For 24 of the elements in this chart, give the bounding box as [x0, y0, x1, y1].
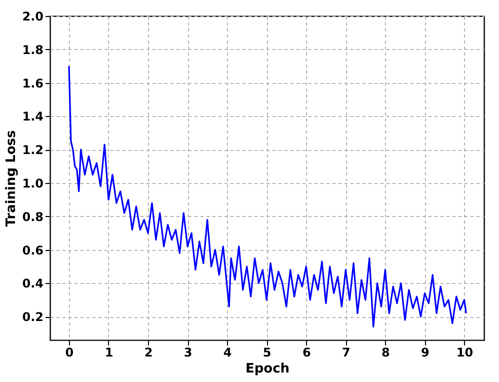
- x-tick-label: 2: [144, 346, 153, 360]
- line-series: [68, 65, 468, 328]
- x-axis-title: Epoch: [245, 362, 290, 376]
- y-tick-label: 0.8: [22, 210, 44, 224]
- x-tick-label: 4: [223, 346, 232, 360]
- y-tick-label: 1.0: [22, 176, 44, 191]
- x-tick-label: 7: [342, 346, 350, 360]
- x-tick-label: 1: [104, 346, 114, 360]
- x-tick-label: 8: [382, 346, 390, 360]
- x-tick-label: 3: [184, 346, 192, 360]
- y-tick-label: 0.4: [22, 276, 44, 291]
- y-tick-label: 0.6: [22, 243, 44, 258]
- y-tick-label: 1.2: [22, 143, 44, 158]
- y-axis-title: Training Loss: [4, 130, 20, 227]
- y-tick-label: 1.8: [22, 42, 44, 57]
- x-tick-label: 10: [456, 346, 474, 360]
- x-tick-label: 5: [262, 346, 272, 360]
- y-tick-label: 2.0: [22, 10, 44, 24]
- x-tick-label: 9: [421, 346, 430, 360]
- x-tick-label: 6: [302, 346, 311, 360]
- y-tick-label: 1.4: [22, 110, 44, 124]
- y-tick-label: 1.6: [22, 76, 44, 90]
- y-tick-label: 0.2: [22, 310, 44, 324]
- x-tick-label: 0: [65, 346, 74, 360]
